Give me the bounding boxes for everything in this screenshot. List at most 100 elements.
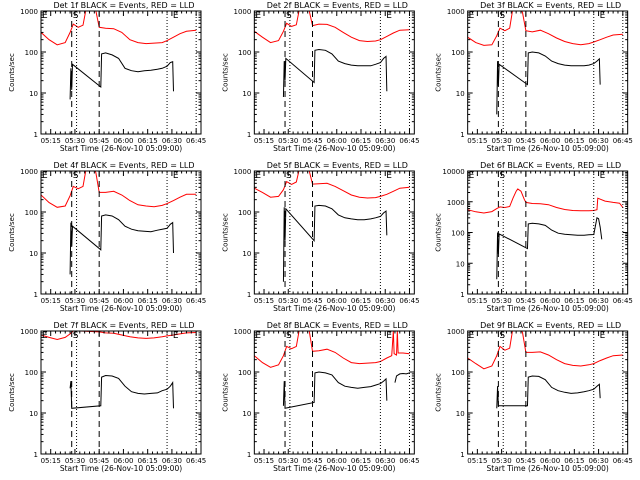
panel-title: Det 4f BLACK = Events, RED = LLD bbox=[53, 161, 194, 170]
y-tick-label: 1000 bbox=[234, 168, 252, 176]
panel-title: Det 5f BLACK = Events, RED = LLD bbox=[267, 161, 408, 170]
marker-label-e-start: E bbox=[469, 171, 475, 181]
x-tick-label: 05:30 bbox=[492, 297, 512, 305]
y-tick-label: 1000 bbox=[234, 8, 252, 16]
y-tick-label: 1000 bbox=[447, 328, 465, 336]
events-series-line bbox=[496, 375, 601, 409]
marker-label-e-end: E bbox=[173, 11, 179, 21]
y-tick-label: 10 bbox=[456, 410, 465, 418]
y-tick-label: 100 bbox=[25, 209, 38, 217]
panel-title: Det 9f BLACK = Events, RED = LLD bbox=[480, 321, 621, 330]
x-tick-label: 05:30 bbox=[278, 297, 298, 305]
x-tick-label: 06:00 bbox=[540, 457, 560, 465]
lld-series-line bbox=[41, 171, 197, 208]
events-series-line bbox=[496, 217, 603, 280]
marker-label-e-end: E bbox=[386, 171, 392, 181]
events-series-line bbox=[282, 204, 388, 282]
y-axis-label: Counts/sec bbox=[435, 53, 443, 92]
events-series-line bbox=[496, 51, 601, 115]
x-axis-label: Start Time (26-Nov-10 05:09:00) bbox=[60, 464, 182, 473]
marker-label-e-end: E bbox=[386, 11, 392, 21]
y-axis-label: Counts/sec bbox=[221, 213, 229, 252]
marker-label-s: S bbox=[73, 171, 79, 181]
y-tick-label: 10 bbox=[29, 410, 38, 418]
marker-label-s: S bbox=[73, 331, 79, 341]
lld-series-line bbox=[467, 331, 623, 370]
y-tick-label: 1 bbox=[460, 451, 464, 459]
marker-label-s: S bbox=[499, 171, 505, 181]
marker-label-e-end: E bbox=[600, 331, 606, 341]
x-tick-label: 06:00 bbox=[327, 457, 347, 465]
x-tick-label: 06:45 bbox=[613, 137, 633, 145]
y-tick-label: 100 bbox=[451, 369, 464, 377]
y-tick-label: 100 bbox=[238, 369, 251, 377]
x-tick-label: 06:45 bbox=[399, 457, 419, 465]
x-axis-label: Start Time (26-Nov-10 05:09:00) bbox=[60, 144, 182, 153]
y-tick-label: 10 bbox=[456, 90, 465, 98]
y-tick-label: 1000 bbox=[20, 328, 38, 336]
y-tick-label: 1 bbox=[460, 291, 464, 299]
x-tick-label: 06:00 bbox=[540, 137, 560, 145]
y-axis-label: Counts/sec bbox=[8, 373, 16, 412]
y-tick-label: 1000 bbox=[447, 8, 465, 16]
x-tick-label: 06:45 bbox=[399, 297, 419, 305]
y-tick-label: 1 bbox=[460, 131, 464, 139]
y-tick-label: 100 bbox=[238, 209, 251, 217]
x-tick-label: 06:30 bbox=[588, 457, 608, 465]
x-tick-label: 05:30 bbox=[492, 137, 512, 145]
x-tick-label: 05:45 bbox=[302, 457, 322, 465]
y-tick-label: 10 bbox=[29, 90, 38, 98]
x-tick-label: 05:15 bbox=[41, 297, 61, 305]
x-tick-label: 05:45 bbox=[89, 137, 109, 145]
x-tick-label: 06:30 bbox=[162, 137, 182, 145]
x-tick-label: 05:45 bbox=[302, 137, 322, 145]
events-series-line bbox=[282, 371, 388, 409]
plot-frame bbox=[467, 330, 629, 455]
x-tick-label: 05:45 bbox=[302, 297, 322, 305]
y-tick-label: 10 bbox=[456, 260, 465, 268]
plot-frame bbox=[40, 10, 202, 135]
x-tick-label: 06:30 bbox=[588, 297, 608, 305]
panel-title: Det 7f BLACK = Events, RED = LLD bbox=[53, 321, 194, 330]
y-axis-label: Counts/sec bbox=[8, 53, 16, 92]
marker-label-e-end: E bbox=[386, 331, 392, 341]
marker-label-e-end: E bbox=[600, 11, 606, 21]
plot-frame bbox=[253, 330, 415, 455]
marker-label-e-end: E bbox=[173, 331, 179, 341]
x-tick-label: 06:30 bbox=[375, 457, 395, 465]
x-tick-label: 06:00 bbox=[327, 297, 347, 305]
x-tick-label: 05:45 bbox=[89, 297, 109, 305]
y-axis-label: Counts/sec bbox=[221, 373, 229, 412]
x-tick-label: 05:45 bbox=[516, 137, 536, 145]
x-tick-label: 06:15 bbox=[138, 297, 158, 305]
y-axis-label: Counts/sec bbox=[435, 373, 443, 412]
events-series-line bbox=[69, 214, 174, 275]
x-tick-label: 05:15 bbox=[467, 297, 487, 305]
y-tick-label: 1 bbox=[34, 451, 38, 459]
marker-label-e-start: E bbox=[469, 331, 475, 341]
x-tick-label: 05:15 bbox=[467, 457, 487, 465]
events-series-line bbox=[69, 52, 174, 100]
y-tick-label: 10 bbox=[242, 410, 251, 418]
marker-label-e-start: E bbox=[255, 11, 261, 21]
y-tick-label: 10 bbox=[242, 90, 251, 98]
x-tick-label: 06:00 bbox=[113, 137, 133, 145]
x-axis-label: Start Time (26-Nov-10 05:09:00) bbox=[273, 144, 395, 153]
x-tick-label: 05:30 bbox=[492, 457, 512, 465]
x-tick-label: 06:15 bbox=[138, 137, 158, 145]
y-tick-label: 10000 bbox=[442, 168, 464, 176]
x-tick-label: 05:15 bbox=[254, 137, 274, 145]
x-tick-label: 06:15 bbox=[351, 137, 371, 145]
x-tick-label: 05:15 bbox=[41, 137, 61, 145]
panel-title: Det 3f BLACK = Events, RED = LLD bbox=[480, 1, 621, 10]
y-tick-label: 1000 bbox=[447, 199, 465, 207]
x-tick-label: 05:30 bbox=[65, 297, 85, 305]
marker-label-s: S bbox=[499, 11, 505, 21]
x-tick-label: 06:30 bbox=[375, 137, 395, 145]
x-axis-label: Start Time (26-Nov-10 05:09:00) bbox=[487, 144, 609, 153]
y-tick-label: 1000 bbox=[234, 328, 252, 336]
x-axis-label: Start Time (26-Nov-10 05:09:00) bbox=[487, 304, 609, 313]
